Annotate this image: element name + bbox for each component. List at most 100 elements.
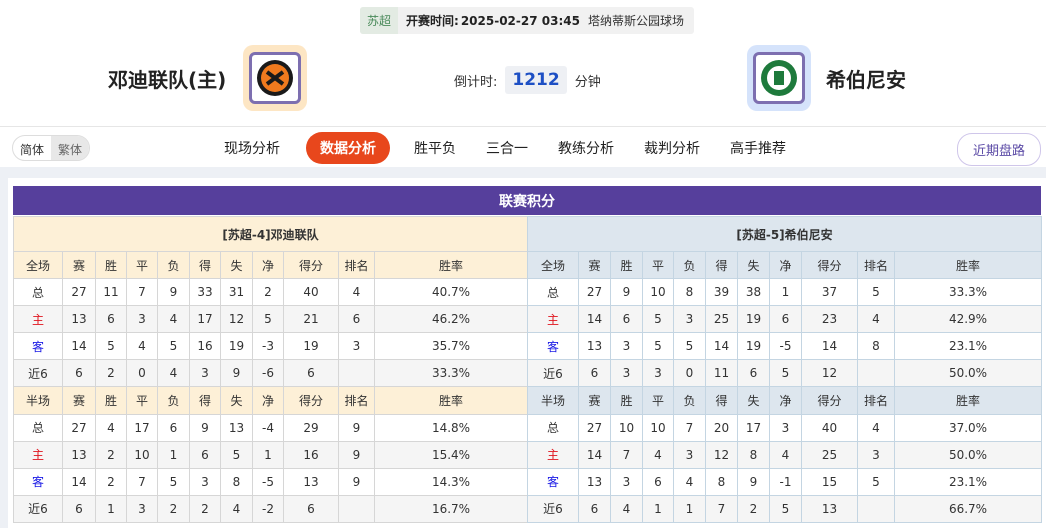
cell: 3 [673, 305, 706, 334]
cell: 4 [126, 332, 158, 361]
venue: 塔纳蒂斯公园球场 [587, 14, 684, 28]
period-label: 半场 [13, 386, 63, 415]
cell: 17 [189, 305, 221, 334]
cell: 33.3% [373, 359, 529, 388]
column-header: 失 [220, 386, 253, 415]
header-row: 半场赛胜平负得失净得分 排名 胜率 [13, 386, 529, 415]
cell: 6 [578, 494, 611, 523]
cell: 16.7% [373, 494, 529, 523]
analysis-tabs: 现场分析 数据分析 胜平负 三合一 教练分析 裁判分析 高手推荐 [210, 132, 802, 164]
countdown-label: 倒计时: [454, 74, 498, 90]
nav-bar: 简体 繁体 现场分析 数据分析 胜平负 三合一 教练分析 裁判分析 高手推荐 近期盘路 [0, 126, 1046, 167]
column-header: 净 [252, 386, 284, 415]
cell: 17 [737, 413, 770, 442]
column-header: 负 [673, 250, 706, 280]
cell: 4 [610, 494, 643, 523]
column-header: 负 [157, 250, 190, 280]
cell: 0 [126, 359, 158, 388]
dundee-united-crest-icon [257, 60, 293, 96]
cell: 4 [220, 494, 253, 523]
recent-trend-button[interactable]: 近期盘路 [956, 133, 1041, 166]
league-label[interactable]: 苏超 [360, 7, 399, 34]
column-header: 平 [642, 250, 674, 280]
cell: 8 [705, 467, 738, 496]
cell: 6 [338, 305, 375, 334]
cell: 2 [95, 359, 127, 388]
cell: 10 [126, 440, 158, 469]
tab-0[interactable]: 现场分析 [224, 141, 280, 157]
cell: 10 [642, 278, 674, 307]
lang-traditional[interactable]: 繁体 [51, 136, 90, 160]
cell: 4 [157, 305, 190, 334]
column-header: 胜 [610, 386, 643, 415]
cell: 9 [338, 467, 375, 496]
cell: 0 [673, 359, 706, 388]
cell: 5 [252, 305, 284, 334]
cell: -1 [769, 467, 802, 496]
cell: 4 [95, 413, 127, 442]
countdown: 倒计时: 1212 分钟 [454, 66, 601, 94]
language-toggle: 简体 繁体 [12, 135, 91, 161]
cell: 17 [126, 413, 158, 442]
tab-3[interactable]: 三合一 [486, 141, 528, 157]
column-header: 得 [705, 386, 738, 415]
table-row: 客 14 2 7 5 3 8 -5 13 9 14.3% [13, 467, 529, 496]
row-label: 近6 [527, 359, 579, 388]
cell: 6 [157, 413, 190, 442]
away-team-name[interactable]: 希伯尼安 [826, 68, 906, 92]
tab-5[interactable]: 裁判分析 [644, 141, 700, 157]
cell: 9 [157, 278, 190, 307]
cell: 13 [62, 440, 96, 469]
column-header: 赛 [62, 250, 96, 280]
cell: 11 [95, 278, 127, 307]
cell: 12 [801, 359, 858, 388]
cell: 14 [705, 332, 738, 361]
row-label: 总 [527, 278, 579, 307]
cell: 23 [801, 305, 858, 334]
column-header: 得 [189, 250, 221, 280]
cell: 27 [578, 413, 611, 442]
cell: 66.7% [893, 494, 1043, 523]
lang-simplified[interactable]: 简体 [20, 143, 45, 157]
table-row: 主 14 6 5 3 25 19 6 23 4 42.9% [527, 305, 1043, 334]
cell: 8 [220, 467, 253, 496]
column-header: 胜 [95, 250, 127, 280]
row-label: 近6 [13, 494, 63, 523]
cell: 3 [610, 467, 643, 496]
row-label: 总 [527, 413, 579, 442]
table-row: 总 27 11 7 9 33 31 2 40 4 40.7% [13, 278, 529, 307]
cell: 5 [157, 467, 190, 496]
cell: 2 [737, 494, 770, 523]
cell: 1 [95, 494, 127, 523]
section-title: 联赛积分 [13, 186, 1041, 215]
home-team-name[interactable]: 邓迪联队(主) [108, 68, 227, 92]
away-team-logo[interactable] [747, 45, 811, 111]
header-row: 全场赛胜平负得失净得分 排名 胜率 [13, 250, 529, 280]
cell: 12 [705, 440, 738, 469]
row-label: 主 [13, 305, 63, 334]
cell: 1 [673, 494, 706, 523]
cell: 3 [126, 305, 158, 334]
cell: 6 [642, 467, 674, 496]
cell: 40 [801, 413, 858, 442]
tab-2[interactable]: 胜平负 [414, 141, 456, 157]
cell: 14 [62, 332, 96, 361]
row-label: 主 [13, 440, 63, 469]
cell: 23.1% [893, 467, 1043, 496]
cell: 9 [338, 440, 375, 469]
cell: 2 [157, 494, 190, 523]
column-header: 失 [737, 386, 770, 415]
tab-6[interactable]: 高手推荐 [730, 141, 786, 157]
home-team-logo[interactable] [243, 45, 307, 111]
cell: 4 [642, 440, 674, 469]
tab-1[interactable]: 数据分析 [306, 132, 390, 164]
cell: 40 [283, 278, 339, 307]
cell: 10 [642, 413, 674, 442]
tab-4[interactable]: 教练分析 [558, 141, 614, 157]
column-header: 胜率 [373, 386, 529, 415]
cell: 33 [189, 278, 221, 307]
cell: 5 [642, 332, 674, 361]
cell: 4 [673, 467, 706, 496]
column-header: 排名 [857, 250, 895, 280]
cell: 16 [189, 332, 221, 361]
